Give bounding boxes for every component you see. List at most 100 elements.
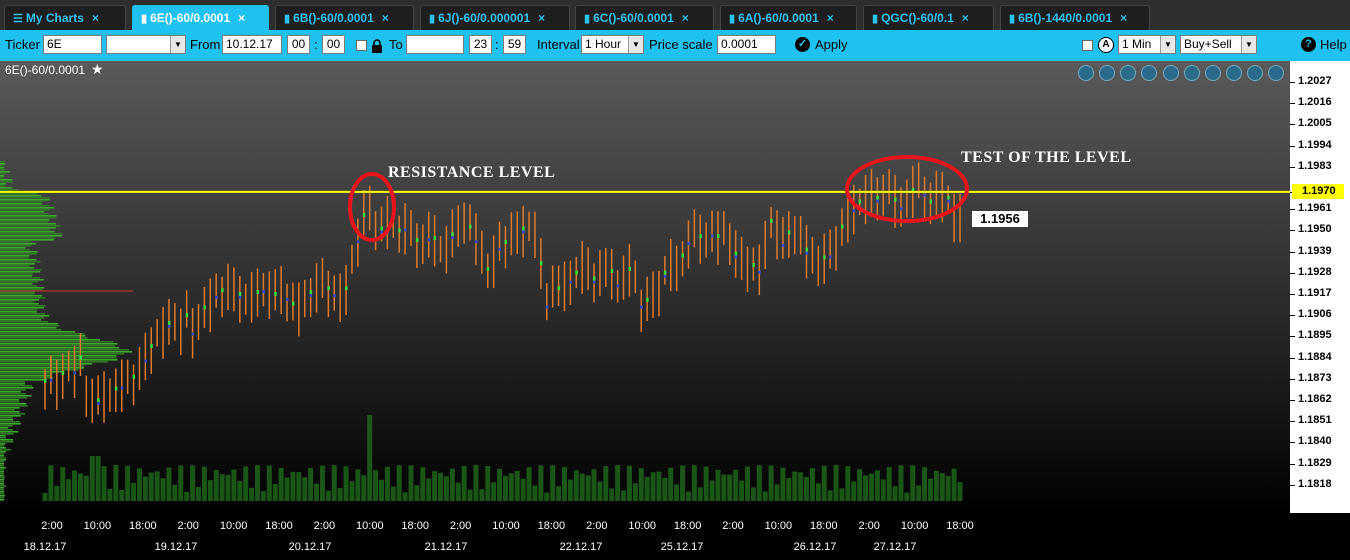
volume-bar: [685, 491, 691, 501]
volume-bar: [544, 492, 550, 501]
star-icon[interactable]: ★: [91, 61, 104, 77]
tab-1[interactable]: ☰ My Charts ×: [4, 5, 126, 30]
pen-icon[interactable]: [1163, 65, 1179, 81]
buy-tick: [929, 199, 932, 204]
sell-tick: [427, 238, 431, 242]
volume-bar: [54, 485, 60, 501]
zoom-out-icon[interactable]: [1120, 65, 1136, 81]
tab-4[interactable]: ▮ 6J()-60/0.000001 ×: [420, 5, 570, 30]
volume-bar: [526, 467, 532, 501]
close-icon[interactable]: ×: [1120, 11, 1128, 25]
volume-profile-bar: [0, 457, 6, 459]
volume-profile-bar: [0, 305, 46, 307]
volume-bar: [195, 486, 201, 501]
close-icon[interactable]: ×: [538, 11, 546, 25]
sell-tick: [191, 332, 195, 336]
x-time-label: 10:00: [356, 520, 384, 532]
tab-7[interactable]: ▮ QGC()-60/0.1 ×: [863, 5, 994, 30]
x-time-label: 18:00: [265, 520, 293, 532]
tab-6[interactable]: ▮ 6A()-60/0.0001 ×: [720, 5, 857, 30]
volume-bar: [190, 465, 196, 501]
volume-bar: [626, 465, 632, 501]
close-icon[interactable]: ×: [238, 11, 246, 25]
expand-icon[interactable]: [1226, 65, 1242, 81]
to-date-input[interactable]: [406, 35, 464, 54]
tab-8[interactable]: ▮ 6B()-1440/0.0001 ×: [1000, 5, 1150, 30]
tab-label: 6B()-1440/0.0001: [1018, 11, 1113, 25]
x-time-label: 18:00: [537, 520, 566, 532]
from-minute-input[interactable]: 00: [322, 35, 345, 54]
close-icon[interactable]: ×: [91, 11, 99, 25]
price-scale-input[interactable]: 0.0001: [717, 35, 776, 54]
volume-bar: [821, 465, 827, 501]
volume-bar: [839, 488, 845, 501]
y-tick-label: 1.1829: [1298, 456, 1332, 469]
volume-bar: [66, 479, 72, 501]
a-circle-icon[interactable]: A: [1098, 37, 1114, 53]
chevron-down-icon[interactable]: [1268, 65, 1284, 81]
volume-profile-bar: [0, 221, 49, 223]
x-time-label: 18:00: [810, 520, 838, 532]
apply-check-icon: ✓: [795, 37, 810, 52]
grid-icon[interactable]: [1141, 65, 1157, 81]
y-tick-mark: [1290, 82, 1295, 83]
volume-profile-bar: [0, 489, 4, 491]
volume-bar: [532, 485, 538, 501]
close-icon[interactable]: [1247, 65, 1263, 81]
from-hour-input[interactable]: 00: [287, 35, 310, 54]
volume-profile-bar: [0, 437, 7, 439]
chart-area[interactable]: 6E()-60/0.0001 ★ RESISTANCE LEVEL TEST O…: [0, 61, 1290, 513]
y-tick-mark: [1290, 166, 1295, 168]
volume-profile-bar: [0, 169, 5, 171]
ticker-input[interactable]: 6E: [43, 35, 102, 54]
volume-profile-bar: [0, 323, 58, 325]
volume-profile-bar: [0, 267, 34, 269]
close-icon[interactable]: ×: [826, 11, 834, 25]
interval-select[interactable]: 1 Hour ▼: [581, 35, 644, 54]
ticker-label: Ticker: [5, 37, 40, 52]
x-time-label: 18:00: [401, 520, 429, 532]
tab-2[interactable]: ▮ 6E()-60/0.0001 ×: [132, 5, 269, 30]
volume-bar: [119, 489, 125, 501]
volume-profile-bar: [0, 223, 56, 225]
volume-bar: [703, 466, 709, 501]
help-link[interactable]: Help: [1320, 37, 1347, 52]
close-icon[interactable]: ×: [961, 11, 969, 25]
tab-5[interactable]: ▮ 6C()-60/0.0001 ×: [575, 5, 714, 30]
to-hour-input[interactable]: 23: [469, 35, 492, 54]
resistance-price-tag: 1.1970: [1292, 183, 1344, 199]
volume-bar: [550, 465, 556, 501]
y-tick-mark: [1290, 103, 1295, 105]
volume-profile-bar: [0, 203, 42, 205]
period-select[interactable]: 1 Min ▼: [1118, 35, 1176, 54]
settings-icon[interactable]: [1205, 65, 1221, 81]
apply-button[interactable]: Apply: [815, 37, 848, 52]
close-icon[interactable]: ×: [381, 11, 389, 25]
volume-bar: [95, 456, 101, 501]
zoom-in-icon[interactable]: [1099, 65, 1115, 81]
ticker-select[interactable]: ▼: [106, 35, 186, 54]
from-date-input[interactable]: 10.12.17: [222, 35, 282, 54]
option-checkbox[interactable]: [1082, 40, 1093, 51]
volume-bar: [373, 470, 379, 501]
volume-profile-bar: [0, 479, 4, 481]
sell-tick: [498, 247, 502, 251]
buy-tick: [114, 386, 118, 391]
tab-3[interactable]: ▮ 6B()-60/0.0001 ×: [275, 5, 414, 30]
price-axis[interactable]: [1290, 61, 1350, 513]
volume-profile-bar: [0, 415, 21, 417]
volume-profile-bar: [0, 491, 4, 493]
sell-tick: [687, 242, 690, 246]
time-axis[interactable]: [0, 513, 1350, 560]
buy-tick: [894, 197, 897, 202]
side-select[interactable]: Buy+Sell ▼: [1180, 35, 1257, 54]
close-icon[interactable]: ×: [681, 11, 689, 25]
y-tick-label: 1.2016: [1298, 96, 1332, 109]
volume-profile-bar: [0, 495, 5, 497]
volume-bar: [798, 472, 804, 501]
buy-tick: [876, 195, 879, 200]
lock-checkbox[interactable]: [356, 40, 367, 51]
refresh-icon[interactable]: [1184, 65, 1200, 81]
to-minute-input[interactable]: 59: [503, 35, 526, 54]
zoom-fit-icon[interactable]: [1078, 65, 1094, 81]
